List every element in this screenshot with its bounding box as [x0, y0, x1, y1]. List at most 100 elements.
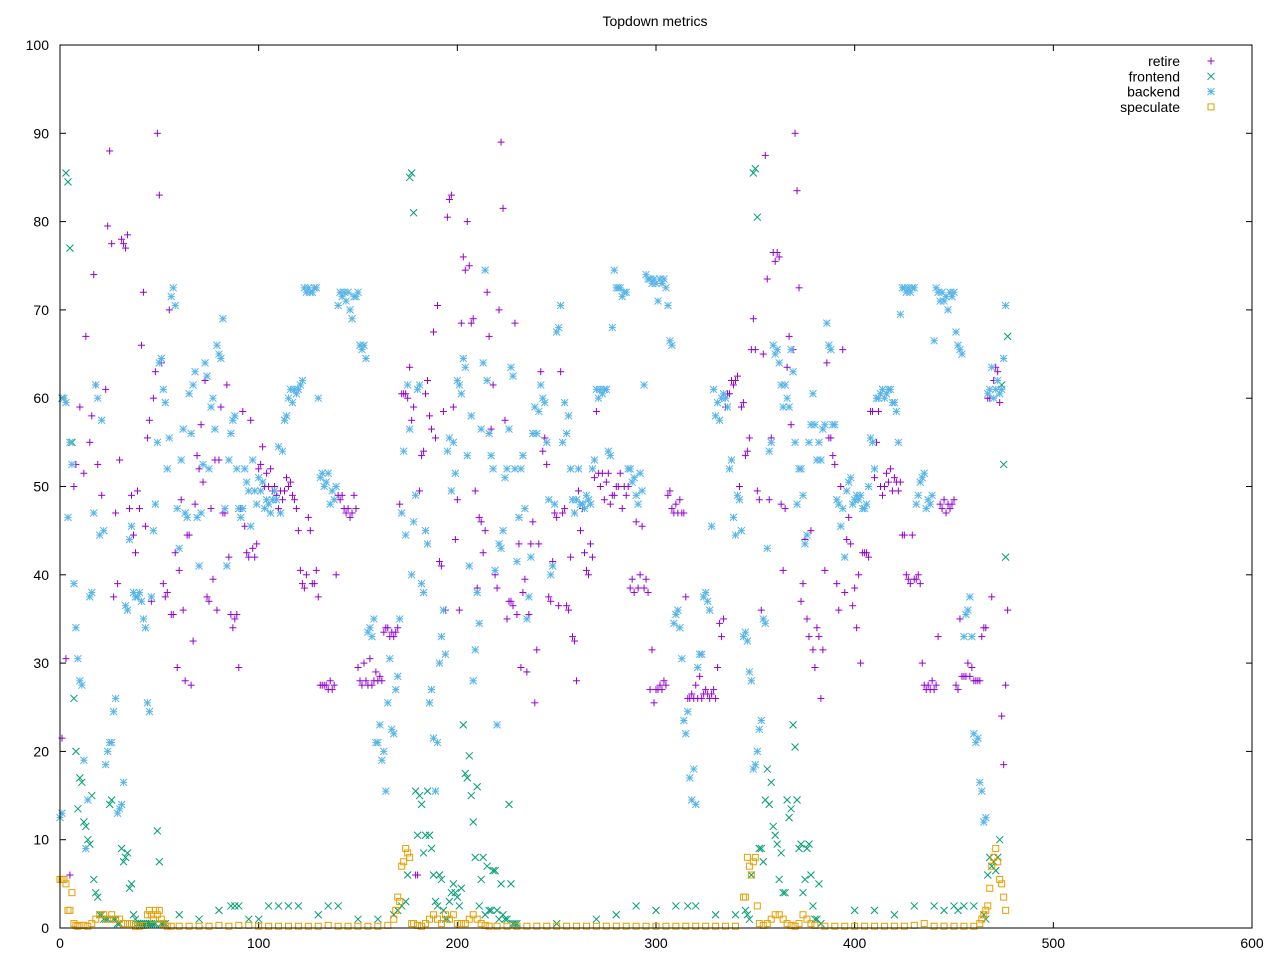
backend-point: [842, 487, 851, 495]
speculate-point: [441, 911, 449, 919]
retire-point: [469, 315, 477, 323]
backend-point: [586, 500, 595, 509]
speculate-point: [457, 920, 465, 928]
speculate-point: [982, 906, 990, 914]
speculate-point: [149, 915, 157, 923]
retire-point: [600, 496, 608, 504]
frontend-point: [74, 804, 82, 813]
retire-point: [749, 315, 757, 323]
speculate-point: [157, 915, 165, 923]
retire-point: [280, 487, 288, 495]
retire-point: [582, 566, 590, 574]
frontend-point: [459, 721, 468, 729]
backend-point: [165, 434, 174, 442]
speculate-point: [739, 893, 747, 901]
backend-point: [765, 447, 774, 456]
backend-point: [626, 464, 635, 473]
retire-point: [199, 478, 207, 486]
frontend-point: [491, 866, 499, 875]
retire-point: [394, 624, 402, 632]
retire-point: [288, 491, 296, 499]
frontend-point: [759, 857, 768, 866]
speculate-point: [523, 922, 531, 930]
backend-point: [459, 354, 468, 363]
retire-point: [741, 452, 749, 460]
backend-point: [217, 354, 225, 363]
backend-point: [781, 381, 789, 389]
frontend-point: [970, 902, 978, 910]
retire-point: [175, 566, 183, 574]
retire-point: [131, 549, 139, 557]
frontend-point: [461, 769, 470, 778]
backend-point: [815, 438, 823, 447]
retire-point: [761, 151, 769, 159]
retire-point: [622, 491, 630, 499]
retire-point: [815, 633, 823, 641]
backend-point: [830, 420, 839, 429]
backend-point: [755, 725, 764, 734]
retire-point: [936, 500, 944, 508]
retire-point: [565, 606, 573, 614]
backend-point: [630, 473, 639, 482]
backend-point: [91, 381, 100, 389]
retire-point: [128, 491, 136, 499]
retire-point: [664, 491, 672, 499]
backend-point: [437, 632, 446, 641]
speculate-point: [749, 858, 757, 866]
retire-point: [306, 527, 314, 535]
retire-point: [360, 659, 368, 667]
retire-point: [545, 593, 553, 601]
retire-point: [227, 611, 235, 619]
retire-point: [706, 694, 714, 702]
speculate-point: [851, 922, 859, 930]
retire-point: [356, 677, 364, 685]
retire-point: [702, 686, 710, 694]
frontend-point: [890, 910, 899, 919]
frontend-point: [787, 804, 795, 813]
retire-point: [459, 253, 467, 261]
backend-point: [173, 504, 182, 513]
frontend-point: [910, 902, 919, 910]
backend-point: [670, 619, 678, 628]
backend-point: [137, 597, 146, 606]
speculate-point: [120, 920, 128, 928]
backend-point: [966, 593, 974, 601]
speculate-point: [445, 915, 453, 923]
backend-point: [312, 283, 321, 292]
backend-point: [705, 606, 714, 614]
legend-marker-retire: [1207, 57, 1215, 65]
retire-point: [616, 469, 624, 477]
frontend-point: [195, 915, 203, 924]
backend-point: [554, 323, 563, 332]
retire-point: [952, 681, 960, 689]
backend-point: [707, 522, 716, 531]
backend-point: [417, 579, 426, 588]
retire-point: [241, 522, 249, 530]
retire-point: [352, 505, 360, 513]
speculate-point: [406, 853, 414, 861]
frontend-point: [334, 902, 342, 910]
retire-point: [835, 606, 843, 614]
retire-point: [710, 686, 718, 694]
backend-point: [433, 738, 442, 747]
frontend-point: [803, 844, 811, 853]
retire-point: [688, 690, 696, 698]
speculate-point: [275, 922, 283, 930]
speculate-point: [890, 922, 898, 930]
frontend-point: [264, 902, 273, 910]
frontend-point: [711, 910, 720, 919]
frontend-point: [793, 796, 801, 804]
backend-point: [886, 385, 895, 394]
retire-point: [376, 672, 384, 680]
backend-point: [987, 363, 996, 372]
backend-point: [423, 540, 432, 548]
backend-point: [443, 447, 452, 456]
backend-point: [139, 615, 148, 623]
retire-point: [875, 407, 883, 415]
retire-point: [433, 301, 441, 309]
backend-point: [457, 389, 466, 398]
backend-point: [721, 394, 730, 403]
retire-point: [714, 664, 722, 672]
speculate-point: [394, 893, 402, 901]
